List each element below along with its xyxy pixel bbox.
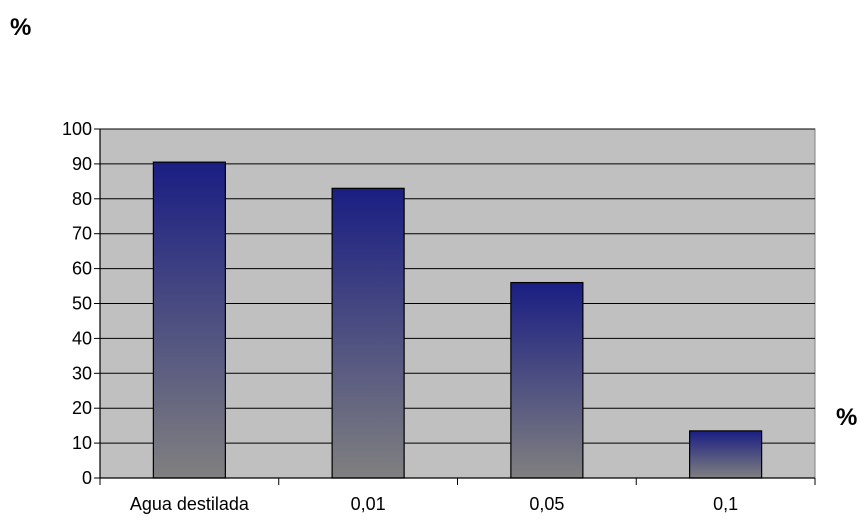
y-tick-label: 20 <box>72 398 92 418</box>
y-tick-label: 100 <box>62 119 92 139</box>
axes: 0 10 20 30 40 50 60 70 80 90 100 Agua destilada 0,01… <box>62 119 816 514</box>
bar <box>510 281 584 479</box>
y-tick-label: 30 <box>72 363 92 383</box>
y-tick-label: 0 <box>82 468 92 488</box>
y-tick-label: 50 <box>72 294 92 314</box>
y-tick-label: 60 <box>72 259 92 279</box>
y-tick-label: 90 <box>72 154 92 174</box>
y-axis-label: % <box>10 14 31 41</box>
y-tick-label: 80 <box>72 189 92 209</box>
y-tick-label: 40 <box>72 328 92 348</box>
x-axis-label: % <box>836 404 857 431</box>
x-tick-label: 0,1 <box>713 494 738 514</box>
x-tick-label: 0,01 <box>351 494 386 514</box>
y-tick-label: 70 <box>72 224 92 244</box>
bar <box>331 187 405 479</box>
bar <box>152 161 226 479</box>
x-tick-label: 0,05 <box>529 494 564 514</box>
y-tick-label: 10 <box>72 433 92 453</box>
bar <box>689 430 763 479</box>
x-tick-label: Agua destilada <box>130 494 250 514</box>
